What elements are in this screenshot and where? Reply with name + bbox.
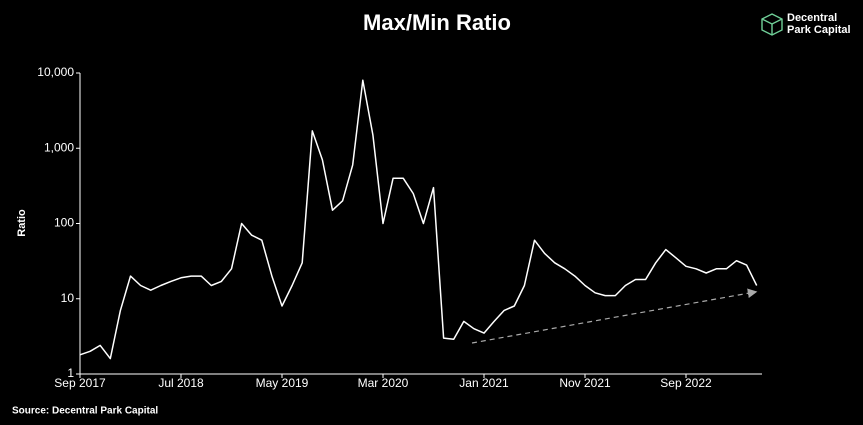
- y-tick-label: 10: [61, 291, 75, 305]
- x-tick-label: Nov 2021: [559, 376, 611, 390]
- logo-icon: [761, 13, 783, 36]
- y-tick-label: 100: [54, 216, 74, 230]
- x-tick-label: Jan 2021: [459, 376, 509, 390]
- y-tick-label: 1: [67, 366, 74, 380]
- x-tick-label: Jul 2018: [158, 376, 204, 390]
- logo-text: Park Capital: [787, 24, 851, 36]
- trend-arrow: [471, 288, 758, 344]
- logo-text: Decentral: [787, 12, 837, 24]
- x-tick-label: May 2019: [256, 376, 309, 390]
- y-axis-label: Ratio: [16, 209, 28, 237]
- x-tick-label: Sep 2022: [660, 376, 712, 390]
- chart-title: Max/Min Ratio: [363, 10, 511, 35]
- y-tick-label: 10,000: [37, 65, 74, 79]
- source: Source: Decentral Park Capital: [12, 406, 158, 417]
- y-tick-label: 1,000: [44, 140, 74, 154]
- x-tick-label: Sep 2017: [54, 376, 106, 390]
- x-tick-label: Mar 2020: [358, 376, 409, 390]
- line: [79, 79, 758, 360]
